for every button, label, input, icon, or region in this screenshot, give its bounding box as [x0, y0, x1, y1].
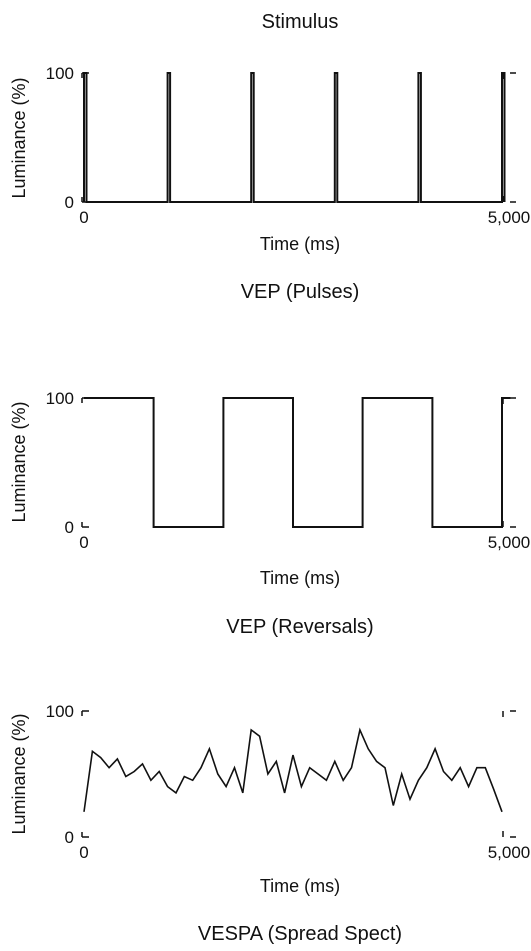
y-tick-label-max: 100: [46, 702, 74, 721]
y-tick-label-min: 0: [65, 193, 74, 212]
chart-caption: VEP (Reversals): [226, 616, 373, 638]
x-tick-label-max: 5,000: [488, 208, 531, 227]
y-tick-label-min: 0: [65, 518, 74, 537]
y-tick-label-min: 0: [65, 828, 74, 847]
y-axis-label: Luminance (%): [9, 713, 29, 834]
chart-caption: VEP (Pulses): [241, 281, 360, 303]
x-tick-label-min: 0: [79, 533, 88, 552]
panels: 0 100 0 5,000 Time (ms) Luminance (%) VEP (Pul…: [9, 64, 530, 945]
chart-panel-2: 0 100 0 5,000 Time (ms) Luminance (%) VEP (Rev…: [9, 389, 530, 638]
x-tick-label-max: 5,000: [488, 533, 531, 552]
x-tick-label-max: 5,000: [488, 843, 531, 862]
x-tick-label-min: 0: [79, 843, 88, 862]
x-axis-label: Time (ms): [260, 568, 340, 588]
x-axis-label: Time (ms): [260, 234, 340, 254]
series-line-1: [83, 72, 506, 203]
y-axis-label: Luminance (%): [9, 77, 29, 198]
chart-panel-1: 0 100 0 5,000 Time (ms) Luminance (%) VEP (Pul…: [9, 64, 530, 303]
y-tick-label-max: 100: [46, 389, 74, 408]
chart-caption: VESPA (Spread Spect): [198, 923, 402, 945]
x-axis-label: Time (ms): [260, 876, 340, 896]
series-line-1: [83, 727, 503, 813]
y-axis-label: Luminance (%): [9, 401, 29, 522]
chart-panel-3: 0 100 0 5,000 Time (ms) Luminance (%) VESPA (S…: [9, 702, 530, 945]
figure-heading: Stimulus: [262, 11, 339, 33]
x-tick-label-min: 0: [79, 208, 88, 227]
series-line-1: [84, 397, 511, 528]
y-tick-label-max: 100: [46, 64, 74, 83]
